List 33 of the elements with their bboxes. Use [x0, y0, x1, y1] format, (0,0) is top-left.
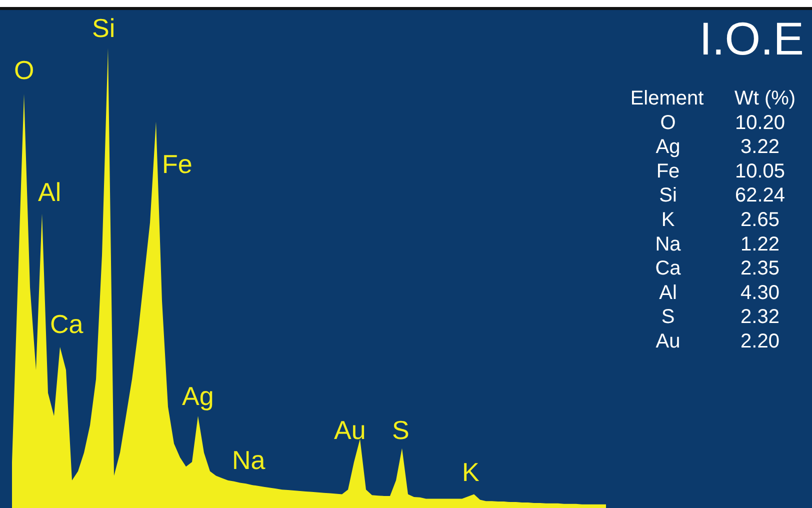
text: Ag [656, 136, 680, 158]
text: Wt (%) [734, 88, 796, 110]
annotation: Na [232, 445, 266, 476]
text: O [660, 112, 676, 134]
text: Al [659, 282, 677, 304]
text: 3.22 [740, 136, 780, 158]
annotation: Fe [162, 149, 192, 180]
annotation: Ca [50, 309, 84, 340]
annotation: Au [334, 415, 366, 446]
text: Na [655, 233, 682, 256]
text: 4.30 [740, 282, 780, 304]
text: Au [656, 330, 680, 353]
text: 2.65 [740, 209, 780, 232]
annotation: Ag [182, 381, 214, 412]
annotation: K [462, 457, 480, 488]
text: Element [630, 88, 704, 110]
annotation: Al [38, 177, 62, 208]
text: 10.05 [734, 160, 786, 182]
text: 10.20 [734, 112, 786, 134]
annotation: S [392, 415, 410, 446]
text: 2.35 [740, 258, 780, 280]
text: 1.22 [740, 233, 780, 256]
text: Fe [656, 160, 680, 182]
text: 62.24 [734, 184, 786, 207]
text: Ca [655, 258, 682, 280]
text: 2.32 [740, 306, 780, 328]
text: K [661, 209, 676, 232]
text: S [661, 306, 675, 328]
text: Si [92, 13, 116, 44]
annotation: O [14, 55, 34, 86]
text: Si [659, 184, 677, 207]
text: 2.20 [740, 330, 780, 353]
text: I.O.E [699, 12, 804, 65]
